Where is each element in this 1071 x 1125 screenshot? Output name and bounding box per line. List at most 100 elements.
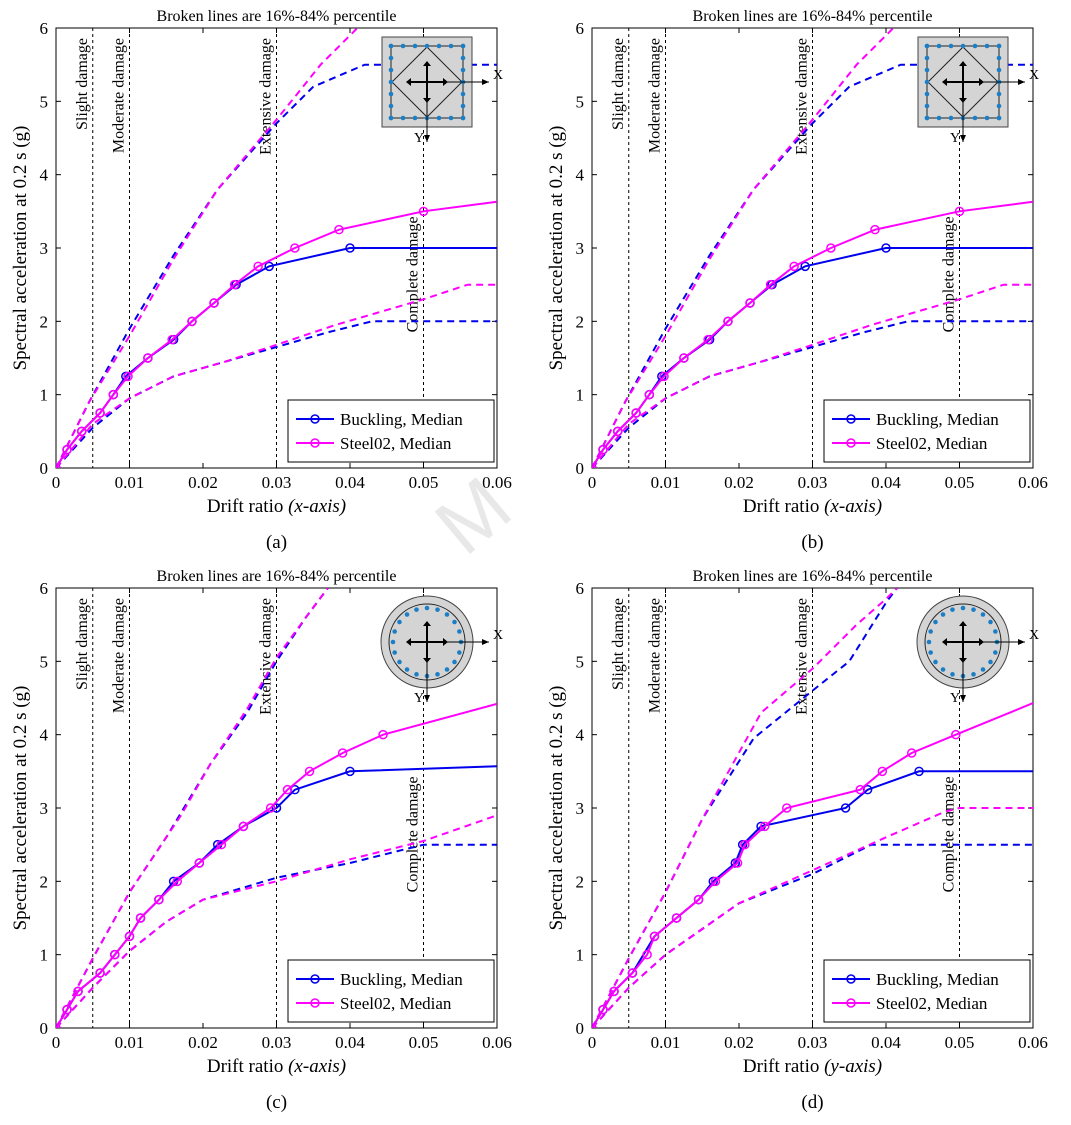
inset-y-label: Y (950, 691, 960, 706)
panel-label: (c) (266, 1092, 287, 1113)
data-point (782, 803, 792, 813)
x-tick-label: 0.02 (188, 1033, 218, 1052)
x-axis-label: Drift ratio (x-axis) (207, 496, 346, 517)
rebar-dot (933, 659, 938, 665)
percentile-line (56, 28, 359, 468)
load-arrow-head-icon (423, 61, 431, 66)
data-point (271, 803, 282, 813)
data-point (143, 353, 153, 363)
inset-y-label: Y (414, 131, 424, 146)
rebar-dot (448, 43, 454, 49)
y-tick-label: 4 (40, 726, 49, 745)
chart-panel-c: 0 0.01 0.02 0.03 0.04 0.05 0.06 0 1 2 3 4 5 6 Broken l… (0, 560, 535, 1120)
panel-label: (a) (266, 532, 287, 553)
data-point (612, 426, 623, 437)
damage-label: Complete damage (941, 216, 958, 332)
data-point (954, 206, 965, 217)
y-tick-label: 6 (576, 579, 585, 598)
rebar-dot (414, 607, 419, 612)
rebar-dot (435, 607, 440, 612)
damage-label: Complete damage (405, 776, 422, 892)
data-point (840, 803, 851, 813)
percentile-line (56, 588, 329, 1028)
load-arrow-head-icon (942, 638, 947, 646)
rebar-dot (971, 672, 976, 677)
rebar-dot (436, 43, 442, 49)
legend-marker (310, 998, 320, 1008)
legend-box (287, 399, 495, 463)
legend-marker (846, 998, 856, 1008)
rebar-dot (924, 79, 930, 85)
x-tick-label: 0.04 (335, 1033, 365, 1052)
data-point (627, 968, 638, 978)
rebar-dot (988, 619, 993, 625)
load-arrow-head-icon (423, 98, 431, 103)
x-tick-label: 0.01 (115, 473, 145, 492)
data-point (870, 224, 880, 235)
rebar-dot (424, 605, 430, 611)
data-point (334, 224, 344, 235)
rebar-dot (388, 115, 394, 121)
data-point (703, 334, 713, 345)
damage-label: Moderate damage (111, 38, 128, 153)
data-point (693, 894, 704, 905)
y-tick-label: 3 (576, 239, 585, 258)
chart-title: Broken lines are 16%-84% percentile (157, 568, 397, 585)
data-point (290, 243, 300, 253)
rebar-dot (460, 43, 466, 49)
y-axis-label: Spectral acceleration at 0.2 s (g) (546, 686, 567, 931)
x-tick-label: 0.03 (798, 1033, 828, 1052)
chart-title: Broken lines are 16%-84% percentile (693, 8, 933, 25)
data-point (216, 839, 227, 850)
data-point (671, 913, 682, 923)
y-tick-label: 2 (40, 872, 49, 891)
rebar-dot (984, 115, 990, 121)
damage-label: Moderate damage (111, 598, 128, 713)
percentile-line (56, 814, 497, 1028)
data-point (679, 353, 689, 363)
damage-label: Moderate damage (647, 38, 664, 153)
rebar-dot (392, 650, 397, 655)
y-tick-label: 4 (576, 166, 585, 185)
series-group (592, 28, 1033, 468)
x-tick-label: 0.03 (262, 473, 292, 492)
rebar-dot (424, 43, 430, 49)
x-tick-label: 0.02 (724, 473, 754, 492)
legend-marker (310, 438, 320, 448)
y-tick-label: 1 (576, 386, 585, 405)
legend-marker (846, 974, 856, 984)
rebar-dot (448, 115, 454, 121)
data-point (124, 931, 135, 942)
rebar-dot (996, 43, 1002, 49)
x-axis-label-axis: (y-axis) (824, 1056, 882, 1077)
rebar-dot (457, 629, 462, 634)
rebar-dot (392, 629, 397, 634)
y-tick-label: 3 (40, 239, 49, 258)
x-tick-label: 0.05 (945, 473, 975, 492)
data-point (110, 949, 120, 960)
x-tick-label: 0.06 (1018, 473, 1048, 492)
data-point (378, 729, 388, 740)
data-point (167, 334, 177, 345)
rebar-dot (928, 650, 933, 655)
x-axis-label: Drift ratio (x-axis) (207, 1056, 346, 1077)
damage-label: Complete damage (405, 216, 422, 332)
x-axis-label-axis: (x-axis) (824, 496, 882, 517)
percentile-line (592, 28, 895, 468)
rebar-dot (388, 79, 394, 85)
load-arrow-head-icon (423, 621, 431, 626)
load-arrow-head-icon (406, 638, 411, 646)
series-group (56, 28, 497, 468)
rebar-dot (996, 55, 1002, 61)
load-arrow-head-icon (959, 61, 967, 66)
rebar-dot (980, 612, 986, 617)
data-point (710, 876, 721, 887)
damage-label: Extensive damage (794, 598, 811, 715)
data-point (95, 408, 105, 418)
legend-marker (846, 414, 856, 424)
rebar-dot (460, 55, 466, 61)
rebar-dot (993, 650, 998, 655)
rebar-dot (936, 43, 942, 49)
rebar-dot (928, 629, 933, 634)
data-point (154, 894, 164, 905)
